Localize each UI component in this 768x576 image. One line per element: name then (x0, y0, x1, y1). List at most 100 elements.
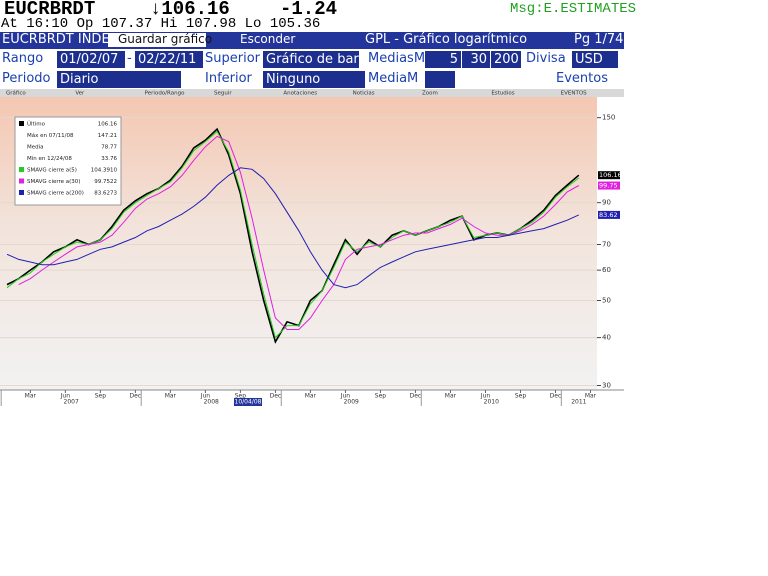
events-checkbox[interactable]: Eventos (556, 71, 608, 86)
field[interactable]: 5 (425, 51, 461, 68)
legend-value: 99.7522 (94, 179, 117, 185)
label: Periodo (2, 71, 51, 86)
label: MediaM (368, 71, 419, 86)
stat-label: Mín en 12/24/08 (27, 155, 72, 162)
y-tick-label: 40 (602, 334, 611, 342)
legend-label: Último (27, 121, 46, 128)
stat-value: 33.76 (101, 156, 117, 162)
chart: Gráfico Ver Periodo/Rango Seguir Anotaciones… (0, 89, 624, 406)
cursor-date-box (234, 398, 262, 406)
legend-swatch (19, 178, 24, 184)
legend (14, 116, 122, 206)
toolbar (0, 89, 624, 97)
y-tick-label: 150 (602, 114, 615, 122)
ticker: EUCRBRDT (4, 0, 96, 20)
field[interactable]: USD (572, 51, 618, 68)
x-tick-label: Sep (375, 393, 387, 400)
message[interactable]: Msg:E.ESTIMATES (510, 1, 637, 17)
end-label-box (598, 210, 620, 219)
x-tick-label: Jun (480, 393, 491, 400)
label: Rango (2, 51, 44, 66)
legend-label: SMAVG cierre a(5) (27, 168, 77, 174)
stat-value: 147.21 (98, 133, 117, 139)
x-tick-label: Mar (445, 393, 457, 400)
cursor-date: 10/04/08 (235, 399, 262, 406)
x-tick-label: Jun (200, 393, 211, 400)
legend-label: SMAVG cierre a(200) (27, 191, 84, 197)
label: Inferior (205, 71, 252, 86)
x-tick-label: Sep (95, 393, 107, 400)
toolbar-button[interactable]: Gráfico (6, 90, 26, 97)
toolbar-button[interactable]: Ver (75, 91, 85, 97)
year-label: 2010 (484, 399, 499, 406)
end-label: 99.75 (599, 182, 618, 190)
label: MediasM (368, 51, 426, 66)
field[interactable]: Diario (57, 71, 181, 88)
y-tick-label: 70 (602, 240, 611, 248)
legend-value: 104.3910 (91, 168, 118, 174)
series-line (6, 167, 580, 289)
hide-button[interactable]: Esconder (240, 32, 296, 46)
label: - (127, 51, 132, 66)
x-tick-label: Dec (130, 393, 142, 400)
x-tick-label: Sep (515, 393, 527, 400)
x-tick-label: Jun (60, 393, 71, 400)
x-tick-label: Sep (235, 393, 247, 400)
legend-swatch (19, 190, 24, 195)
year-label: 2007 (64, 399, 79, 406)
field[interactable]: 200 (491, 51, 521, 68)
axis-area (597, 97, 624, 390)
x-tick-label: Jun (340, 393, 351, 400)
field[interactable]: Ninguno (263, 71, 365, 88)
year-label: 2009 (344, 399, 359, 406)
toolbar-button[interactable]: EVENTOS (561, 91, 588, 97)
end-label-box (598, 181, 620, 190)
legend-label: SMAVG cierre a(30) (27, 179, 80, 185)
x-tick-label: Mar (165, 393, 177, 400)
x-tick-label: Dec (410, 393, 422, 400)
toolbar-button[interactable]: Periodo/Rango (145, 91, 185, 97)
legend-value: 83.6273 (94, 191, 117, 197)
y-tick-label: 60 (602, 266, 611, 274)
y-tick-label: 30 (602, 382, 611, 390)
change: -1.24 (280, 0, 338, 20)
x-tick-label: Dec (270, 393, 282, 400)
y-tick-label: 90 (602, 199, 611, 207)
x-tick-label: Mar (25, 393, 37, 400)
toolbar-button[interactable]: Anotaciones (283, 91, 317, 97)
end-label: 83.62 (599, 211, 618, 219)
series-line (6, 130, 580, 339)
save-button[interactable]: Guardar gráfico (118, 32, 213, 46)
last-price: ↓106.16 (150, 0, 230, 20)
field[interactable]: Gráfico de bar (263, 51, 359, 68)
stat-value: 78.77 (101, 145, 117, 151)
toolbar-button[interactable]: Seguir (214, 91, 232, 97)
stat-label: Máx en 07/11/08 (27, 132, 74, 139)
toolbar-button[interactable]: Estudios (491, 91, 514, 97)
x-tick-label: Dec (550, 393, 562, 400)
stat-label: Media (27, 145, 44, 151)
legend-value: 106.16 (98, 122, 118, 128)
field[interactable] (425, 71, 455, 88)
function-name: GPL - Gráfico logarítmico (365, 32, 528, 47)
toolbar-button[interactable]: Zoom (422, 91, 438, 97)
year-label: 2008 (204, 399, 219, 406)
series-line (18, 135, 580, 330)
end-label-box (598, 171, 620, 180)
legend-swatch (19, 121, 24, 126)
x-tick-label: Mar (585, 393, 597, 400)
page-number: Pg 1/74 (574, 32, 624, 47)
toolbar-button[interactable]: Noticias (353, 91, 375, 97)
y-tick-label: 50 (602, 296, 611, 304)
x-tick-label: Mar (305, 393, 317, 400)
quote: At 16:10 Op 107.37 Hi 107.98 Lo 105.36 (1, 16, 321, 32)
field[interactable]: 30 (462, 51, 490, 68)
field[interactable]: 01/02/07 (57, 51, 125, 68)
end-label: 106.16 (599, 171, 622, 179)
field[interactable]: 02/22/11 (135, 51, 203, 68)
year-label: 2011 (571, 399, 586, 406)
security: EUCRBRDT INDEX (2, 32, 119, 47)
legend-swatch (19, 167, 24, 172)
label: Superior (205, 51, 260, 66)
